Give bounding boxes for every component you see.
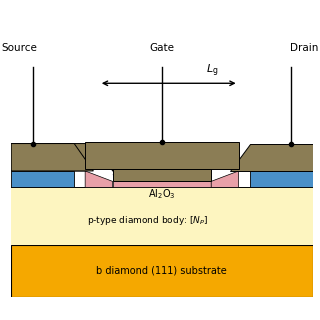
- Text: $W_\mathrm{g}$: $W_\mathrm{g}$: [119, 152, 137, 168]
- Bar: [85, 142, 239, 169]
- Text: p-type diamond body: [$N_P$]: p-type diamond body: [$N_P$]: [87, 214, 209, 227]
- Text: $L_\mathrm{g}$: $L_\mathrm{g}$: [206, 63, 218, 79]
- Text: Gate: Gate: [149, 43, 174, 53]
- Bar: [113, 169, 211, 181]
- Polygon shape: [230, 144, 313, 171]
- Bar: [250, 171, 313, 188]
- Text: p$^+$-layer: p$^+$-layer: [25, 173, 61, 185]
- Bar: [11, 188, 313, 245]
- Polygon shape: [11, 144, 93, 171]
- Polygon shape: [11, 144, 99, 171]
- Bar: [11, 171, 74, 188]
- Text: Source: Source: [2, 43, 37, 53]
- Polygon shape: [211, 171, 239, 188]
- Bar: [113, 181, 211, 188]
- Text: b diamond (111) substrate: b diamond (111) substrate: [97, 266, 227, 276]
- Text: Drain: Drain: [290, 43, 318, 53]
- Text: p$^+$-layer: p$^+$-layer: [263, 173, 299, 185]
- Polygon shape: [85, 171, 113, 188]
- Bar: [11, 245, 313, 297]
- Text: Al$_2$O$_3$: Al$_2$O$_3$: [148, 187, 176, 201]
